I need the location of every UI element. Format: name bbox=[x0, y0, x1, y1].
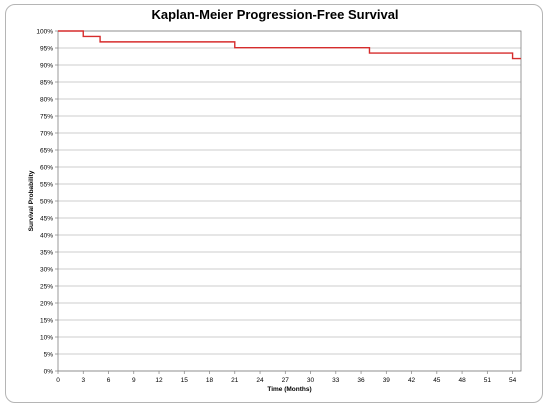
y-tick-label: 75% bbox=[40, 113, 53, 120]
x-tick-label: 18 bbox=[206, 377, 214, 384]
series-layer bbox=[58, 30, 521, 60]
x-tick-label: 39 bbox=[383, 377, 391, 384]
y-tick-label: 80% bbox=[40, 96, 53, 103]
y-tick-label: 35% bbox=[40, 249, 53, 256]
y-tick-label: 70% bbox=[40, 130, 53, 137]
y-tick-label: 5% bbox=[44, 351, 54, 358]
x-tick-label: 45 bbox=[433, 377, 441, 384]
y-tick-label: 0% bbox=[44, 368, 54, 375]
y-tick-label: 30% bbox=[40, 266, 53, 273]
x-tick-label: 48 bbox=[458, 377, 466, 384]
x-tick-label: 3 bbox=[81, 377, 85, 384]
y-tick-label: 60% bbox=[40, 164, 53, 171]
y-tick-label: 50% bbox=[40, 198, 53, 205]
y-tick-label: 90% bbox=[40, 62, 53, 69]
y-tick-label: 55% bbox=[40, 181, 53, 188]
y-tick-label: 100% bbox=[36, 28, 53, 35]
y-tick-label: 95% bbox=[40, 45, 53, 52]
chart-frame bbox=[5, 4, 543, 403]
x-axis-title: Time (Months) bbox=[267, 386, 311, 393]
y-tick-label: 25% bbox=[40, 283, 53, 290]
x-tick-label: 0 bbox=[56, 377, 60, 384]
y-tick-label: 45% bbox=[40, 215, 53, 222]
x-tick-label: 9 bbox=[132, 377, 136, 384]
y-tick-label: 10% bbox=[40, 334, 53, 341]
x-tick-label: 12 bbox=[155, 377, 163, 384]
y-tick-label: 40% bbox=[40, 232, 53, 239]
x-tick-labels: 0 3 6 9 12 15 18 21 24 27 30 33 36 39 42 45 48 51 54 bbox=[56, 377, 516, 384]
gridlines bbox=[55, 30, 521, 374]
y-tick-labels: 0% 5% 10% 15% 20% 25% 30% 35% 40% 45% 50% 55% 60% 65%… bbox=[36, 28, 53, 375]
x-tick-label: 51 bbox=[484, 377, 492, 384]
x-tick-label: 54 bbox=[509, 377, 517, 384]
y-tick-label: 15% bbox=[40, 317, 53, 324]
x-tick-label: 15 bbox=[181, 377, 189, 384]
y-tick-label: 85% bbox=[40, 79, 53, 86]
survival-curve-series-1 bbox=[58, 30, 521, 60]
plot-area-border bbox=[57, 30, 522, 372]
y-axis-title: Survival Probability bbox=[28, 170, 35, 231]
y-tick-label: 65% bbox=[40, 147, 53, 154]
y-tick-label: 20% bbox=[40, 300, 53, 307]
chart-title: Kaplan-Meier Progression-Free Survival bbox=[151, 7, 399, 22]
x-tick-label: 27 bbox=[282, 377, 290, 384]
x-tick-label: 24 bbox=[256, 377, 264, 384]
x-tick-label: 36 bbox=[357, 377, 365, 384]
x-tick-label: 21 bbox=[231, 377, 239, 384]
x-tick-label: 42 bbox=[408, 377, 416, 384]
x-tick-label: 33 bbox=[332, 377, 340, 384]
x-tick-label: 6 bbox=[107, 377, 111, 384]
x-tick-label: 30 bbox=[307, 377, 315, 384]
